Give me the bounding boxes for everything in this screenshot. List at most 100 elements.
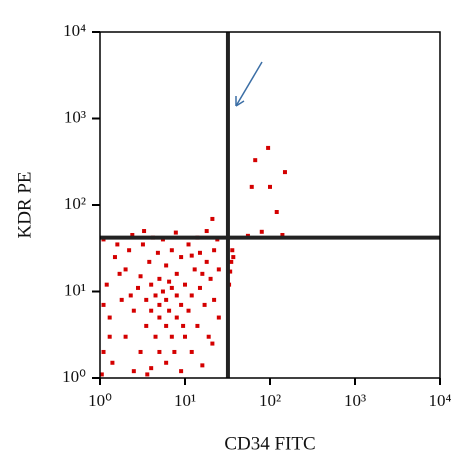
point (174, 293, 179, 298)
point (104, 282, 109, 287)
point (200, 271, 205, 276)
point (210, 216, 215, 221)
point (155, 250, 160, 255)
point (229, 259, 234, 264)
x-tick-label: 10⁰ (88, 391, 112, 410)
point (107, 315, 112, 320)
point (189, 349, 194, 354)
point (157, 315, 162, 320)
point (164, 323, 169, 328)
point (157, 302, 162, 307)
point (274, 209, 279, 214)
point (169, 248, 174, 253)
point (181, 323, 186, 328)
point (268, 184, 272, 189)
point (131, 369, 136, 374)
point (144, 323, 149, 328)
point (212, 248, 217, 253)
point (179, 369, 184, 374)
point (230, 248, 235, 253)
point (138, 349, 143, 354)
point (140, 242, 145, 247)
point (136, 285, 141, 290)
x-tick-label: 10¹ (174, 391, 196, 410)
point (101, 302, 106, 307)
point (197, 250, 202, 255)
point (144, 297, 149, 302)
point (228, 269, 233, 274)
point (167, 279, 172, 284)
y-tick-label: 10² (64, 194, 86, 213)
x-tick-label: 10² (259, 391, 281, 410)
point (127, 248, 132, 253)
point (192, 267, 197, 272)
point (195, 323, 200, 328)
point (123, 334, 128, 339)
point (115, 242, 120, 247)
point (202, 302, 207, 307)
arrow (235, 61, 263, 107)
point (157, 349, 162, 354)
point (142, 229, 147, 234)
x-tick-label: 10⁴ (429, 391, 452, 410)
point (216, 267, 221, 272)
y-tick-label: 10⁰ (62, 367, 86, 386)
point (101, 349, 106, 354)
point (169, 285, 174, 290)
point (138, 274, 143, 279)
point (183, 334, 187, 339)
plot-frame (99, 31, 441, 379)
point (179, 255, 184, 260)
point (206, 334, 211, 339)
point (149, 308, 154, 313)
point (130, 232, 135, 237)
point (172, 349, 177, 354)
point (149, 282, 154, 287)
point (123, 267, 128, 272)
point (164, 263, 169, 268)
y-tick-label: 10⁴ (63, 21, 86, 40)
point (179, 302, 184, 307)
point (153, 334, 158, 339)
y-tick-label: 10³ (64, 107, 86, 126)
point (147, 259, 152, 264)
point (174, 271, 179, 276)
point (164, 297, 169, 302)
point (210, 341, 215, 346)
point (174, 315, 179, 320)
point (208, 276, 213, 281)
point (204, 229, 209, 234)
point (259, 229, 264, 234)
x-tick-label: 10³ (344, 391, 366, 410)
point (216, 315, 221, 320)
point (145, 372, 150, 377)
point (280, 232, 285, 237)
point (197, 285, 202, 290)
point (117, 271, 122, 276)
point (186, 308, 191, 313)
point (212, 297, 217, 302)
point (107, 334, 112, 339)
point (110, 360, 115, 365)
point (128, 293, 133, 298)
point (231, 255, 236, 260)
point (119, 297, 124, 302)
point (112, 255, 117, 260)
point (99, 372, 104, 377)
x-axis-title: CD34 FITC (224, 433, 315, 454)
point (189, 253, 194, 258)
point (149, 366, 154, 371)
point (169, 334, 174, 339)
point (167, 308, 172, 313)
point (253, 158, 258, 163)
point (186, 242, 191, 247)
point (204, 259, 209, 264)
point (266, 145, 271, 150)
point (249, 184, 254, 189)
arrow-head (235, 96, 245, 107)
point (157, 276, 162, 281)
point (164, 360, 169, 365)
y-axis-title: KDR PE (14, 171, 35, 238)
y-tick-label: 10¹ (64, 280, 86, 299)
